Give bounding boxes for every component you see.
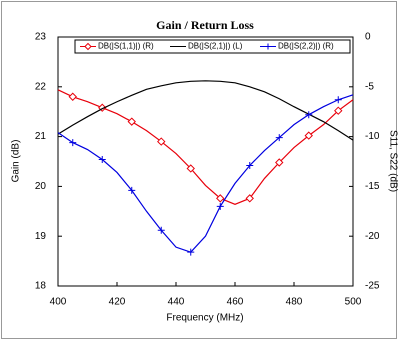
legend-box	[74, 39, 351, 54]
x-tick-label: 460	[227, 297, 244, 308]
x-axis-label: Frequency (MHz)	[166, 313, 243, 324]
y2-tick-label: -10	[365, 131, 380, 142]
y-tick-label: 21	[35, 131, 47, 142]
legend-label: DB(|S(1,1)|) (R)	[98, 42, 154, 51]
data-marker	[334, 96, 342, 104]
y2-axis-label: S11, S22 (dB)	[387, 130, 398, 192]
data-marker	[246, 161, 254, 169]
data-marker	[157, 137, 166, 146]
y-tick-label: 20	[35, 181, 47, 192]
series-line	[57, 80, 354, 141]
data-marker	[275, 158, 284, 167]
y2-tick-label: -15	[365, 181, 380, 192]
data-marker	[157, 226, 165, 234]
data-marker	[245, 194, 254, 203]
data-marker	[304, 131, 313, 140]
x-tick-label: 400	[50, 297, 67, 308]
legend-marker	[265, 43, 271, 50]
data-marker	[127, 117, 136, 126]
legend-label: DB(|S(2,1)|) (L)	[188, 42, 243, 51]
data-marker	[216, 194, 225, 203]
y-tick-label: 18	[35, 281, 47, 292]
x-tick-label: 420	[109, 297, 126, 308]
y2-tick-label: -25	[365, 281, 380, 292]
series-line	[57, 89, 354, 205]
data-marker	[98, 156, 106, 164]
y-tick-label: 23	[35, 32, 47, 43]
y2-tick-label: -5	[365, 81, 374, 92]
plot-frame	[57, 36, 354, 287]
data-marker	[305, 111, 313, 119]
x-tick-label: 500	[345, 297, 362, 308]
x-tick-label: 440	[168, 297, 185, 308]
data-marker	[69, 139, 77, 147]
legend-label: DB(|S(2,2)|) (R)	[278, 42, 334, 51]
data-marker	[275, 134, 283, 142]
y2-tick-label: 0	[365, 32, 371, 43]
data-marker	[187, 248, 195, 256]
data-marker	[334, 106, 343, 115]
data-marker	[216, 202, 224, 210]
y2-tick-label: -20	[365, 231, 380, 242]
series-line	[57, 94, 354, 253]
data-marker	[186, 164, 195, 173]
chart-title: Gain / Return Loss	[156, 18, 254, 32]
y-tick-label: 19	[35, 231, 47, 242]
data-marker	[128, 186, 136, 194]
y-tick-label: 22	[35, 81, 47, 92]
legend-marker	[84, 42, 92, 51]
x-tick-label: 480	[286, 297, 303, 308]
y-axis-label: Gain (dB)	[11, 140, 22, 183]
data-marker	[68, 92, 77, 101]
